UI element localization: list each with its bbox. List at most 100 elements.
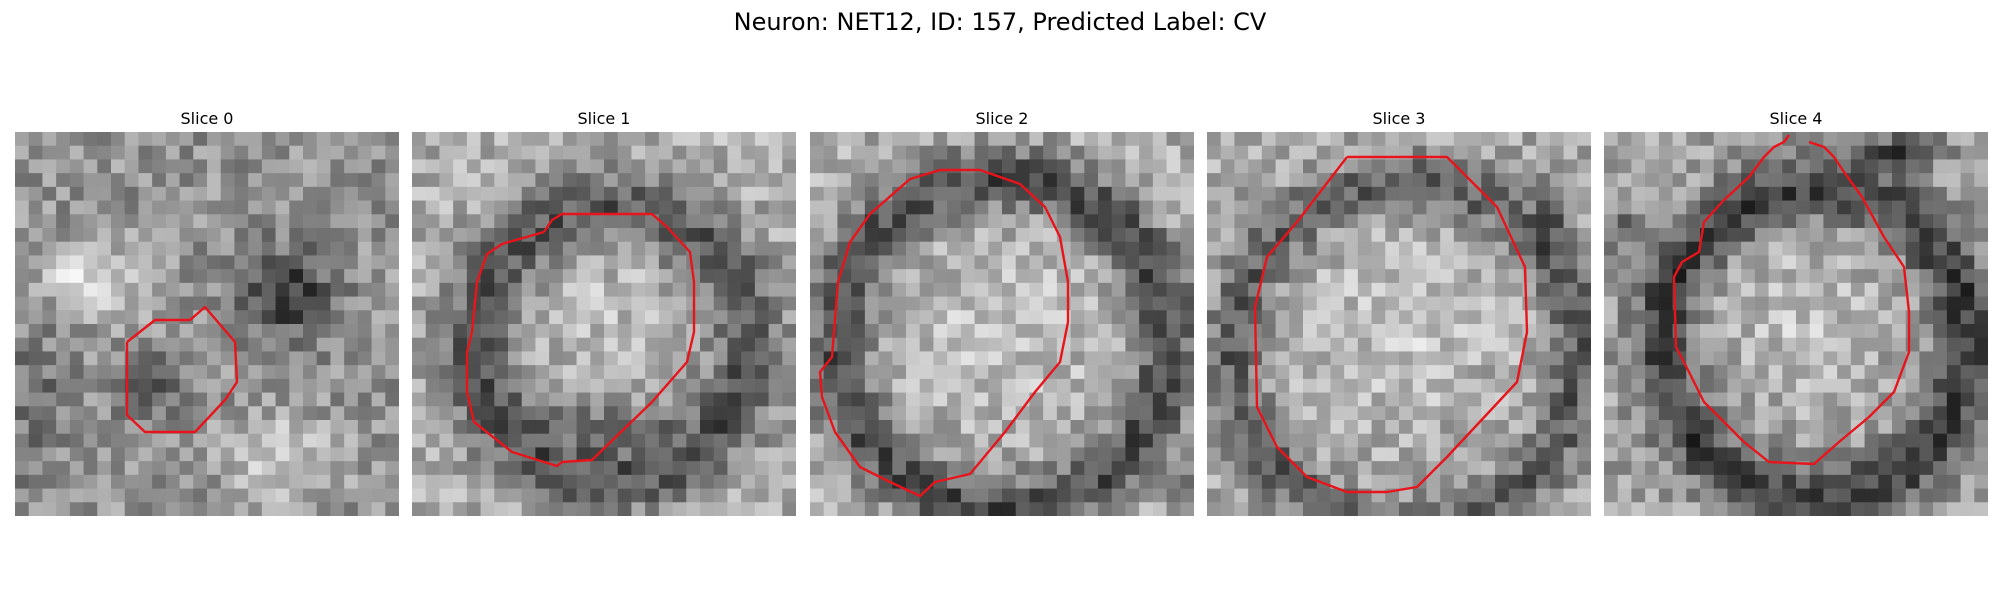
- pixel: [933, 200, 948, 215]
- pixel: [1029, 296, 1044, 311]
- pixel: [1152, 132, 1168, 147]
- pixel: [851, 406, 866, 421]
- pixel: [1741, 406, 1756, 421]
- pixel: [1563, 228, 1578, 243]
- pixel: [1933, 324, 1948, 339]
- pixel: [1385, 365, 1400, 380]
- pixel: [1248, 392, 1263, 407]
- pixel: [1892, 433, 1907, 448]
- pixel: [179, 488, 194, 503]
- pixel: [947, 186, 962, 202]
- pixel: [1344, 324, 1359, 339]
- pixel: [83, 337, 98, 352]
- pixel: [1180, 337, 1194, 352]
- pixel: [1111, 474, 1126, 490]
- pixel: [97, 186, 112, 202]
- pixel: [810, 392, 825, 407]
- pixel: [1220, 420, 1235, 435]
- pixel: [1741, 282, 1756, 298]
- micrograph-pixels-0: [15, 132, 399, 516]
- pixel: [1741, 296, 1756, 311]
- pixel: [672, 296, 687, 311]
- pixel: [28, 228, 43, 243]
- pixel: [1604, 310, 1619, 325]
- pixel: [1371, 365, 1386, 380]
- pixel: [1002, 228, 1017, 243]
- pixel: [1919, 488, 1934, 503]
- pixel: [83, 255, 98, 270]
- pixel: [303, 324, 318, 339]
- pixel: [316, 324, 331, 339]
- pixel: [330, 132, 345, 147]
- pixel: [1070, 145, 1085, 160]
- pixel: [303, 461, 318, 476]
- pixel: [1412, 159, 1427, 174]
- pixel: [727, 365, 742, 380]
- pixel: [1330, 186, 1345, 202]
- pixel: [1960, 296, 1975, 311]
- pixel: [1508, 200, 1523, 215]
- pixel: [741, 461, 756, 476]
- pixel: [1508, 159, 1523, 174]
- pixel: [1946, 488, 1962, 503]
- pixel: [289, 228, 304, 243]
- pixel: [42, 474, 57, 490]
- pixel: [83, 228, 98, 243]
- pixel: [28, 310, 43, 325]
- pixel: [193, 132, 208, 147]
- pixel: [289, 310, 304, 325]
- pixel: [494, 337, 509, 352]
- pixel: [1111, 406, 1126, 421]
- pixel: [658, 310, 674, 325]
- pixel: [562, 337, 578, 352]
- pixel: [1316, 392, 1331, 407]
- pixel: [1440, 186, 1455, 202]
- pixel: [974, 282, 989, 298]
- pixel: [1139, 296, 1154, 311]
- pixel: [330, 447, 345, 462]
- pixel: [823, 282, 838, 298]
- pixel: [1412, 255, 1427, 270]
- slice-image-4: [1604, 132, 1988, 516]
- pixel: [425, 296, 440, 311]
- pixel: [1152, 461, 1168, 476]
- pixel: [576, 420, 591, 435]
- pixel: [741, 255, 756, 270]
- pixel: [1220, 351, 1235, 366]
- pixel: [1754, 351, 1770, 366]
- pixel: [330, 378, 345, 394]
- pixel: [179, 173, 194, 188]
- pixel: [1056, 420, 1072, 435]
- pixel: [42, 406, 57, 421]
- pixel: [906, 214, 921, 229]
- pixel: [412, 447, 427, 462]
- pixel: [1111, 200, 1126, 215]
- pixel: [974, 351, 989, 366]
- pixel: [1275, 269, 1290, 284]
- pixel: [1850, 502, 1866, 516]
- pixel: [1974, 186, 1988, 202]
- pixel: [1207, 269, 1222, 284]
- pixel: [330, 186, 345, 202]
- pixel: [453, 365, 468, 380]
- pixel: [1508, 488, 1523, 503]
- pixel: [1289, 310, 1304, 325]
- pixel: [754, 214, 770, 229]
- pixel: [248, 351, 263, 366]
- pixel: [1371, 337, 1386, 352]
- pixel: [1536, 433, 1551, 448]
- pixel: [741, 351, 756, 366]
- pixel: [864, 406, 880, 421]
- pixel: [1261, 200, 1277, 215]
- pixel: [1645, 461, 1660, 476]
- pixel: [810, 228, 825, 243]
- pixel: [1371, 214, 1386, 229]
- pixel: [823, 132, 838, 147]
- pixel: [1467, 173, 1482, 188]
- pixel: [207, 474, 222, 490]
- pixel: [1330, 173, 1345, 188]
- pixel: [1536, 145, 1551, 160]
- pixel: [1645, 310, 1660, 325]
- pixel: [919, 502, 934, 516]
- pixel: [700, 461, 715, 476]
